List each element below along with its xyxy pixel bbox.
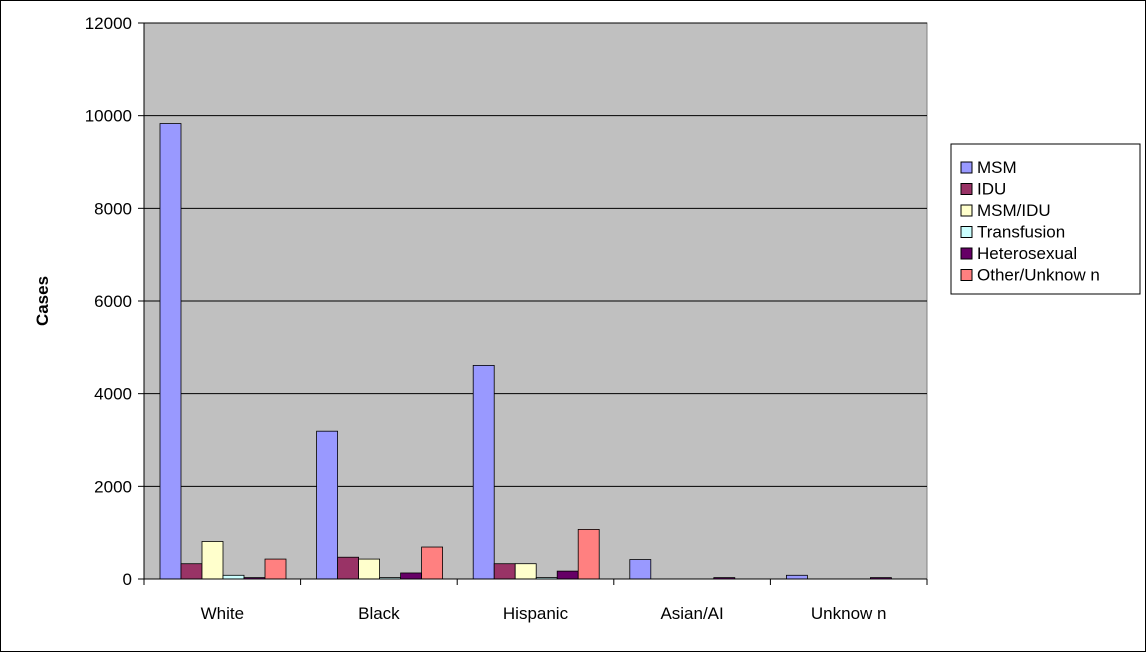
bar [316, 430, 339, 580]
y-tick-label: 6000 [94, 292, 132, 311]
bar [493, 563, 516, 580]
bar [400, 572, 423, 580]
bar [577, 529, 600, 580]
legend-swatch [960, 247, 973, 260]
bar [514, 563, 537, 580]
legend-swatch [960, 161, 973, 174]
legend-swatch [960, 269, 973, 281]
bar [180, 563, 203, 580]
category-label: Unknow n [811, 604, 887, 623]
bar [358, 558, 381, 580]
legend-label: Other/Unknow n [977, 266, 1100, 285]
y-tick-label: 2000 [94, 477, 132, 496]
bar [264, 558, 287, 580]
legend-label: Heterosexual [977, 244, 1077, 263]
bar [201, 541, 224, 580]
category-label: Black [358, 604, 400, 623]
legend: MSM IDU MSM/IDU Transfusion Heterosexual Othe… [950, 143, 1141, 295]
legend-label: Transfusion [977, 223, 1065, 242]
gridlines [144, 22, 927, 487]
legend-label: MSM/IDU [977, 201, 1051, 220]
bars [159, 123, 892, 580]
y-tick-label: 0 [123, 570, 132, 589]
bar [222, 574, 245, 580]
y-axis-title: Cases [33, 276, 52, 326]
legend-swatch [960, 204, 973, 217]
bar [159, 123, 182, 580]
bar [786, 574, 808, 580]
y-tick-label: 10000 [85, 107, 132, 126]
y-tick-label: 8000 [94, 199, 132, 218]
bar [421, 546, 444, 580]
y-tick-label: 12000 [85, 14, 132, 33]
legend-swatch [960, 183, 973, 195]
category-labels: White Black Hispanic Asian/AI Unknow n [201, 604, 887, 623]
legend-label: IDU [977, 180, 1006, 199]
legend-swatch [960, 226, 973, 238]
category-label: Asian/AI [660, 604, 723, 623]
category-label: White [201, 604, 244, 623]
bar [472, 365, 495, 580]
bar [337, 556, 360, 580]
legend-label: MSM [977, 158, 1017, 177]
category-label: Hispanic [503, 604, 569, 623]
y-tick-label: 4000 [94, 385, 132, 404]
y-tick-labels: 0 2000 4000 6000 8000 10000 12000 [85, 14, 144, 589]
legend-box [950, 143, 1141, 295]
bar [556, 570, 579, 580]
bar [629, 559, 652, 580]
